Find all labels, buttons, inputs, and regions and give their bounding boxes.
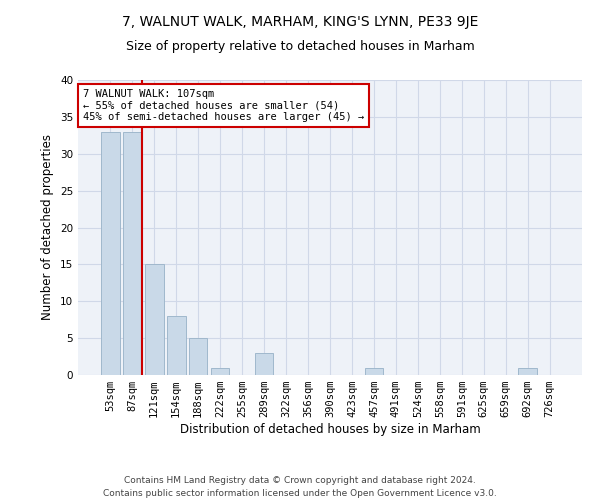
Bar	[211, 368, 229, 375]
Text: Contains HM Land Registry data © Crown copyright and database right 2024.: Contains HM Land Registry data © Crown c…	[124, 476, 476, 485]
Text: Contains public sector information licensed under the Open Government Licence v3: Contains public sector information licen…	[103, 488, 497, 498]
Text: 7 WALNUT WALK: 107sqm
← 55% of detached houses are smaller (54)
45% of semi-deta: 7 WALNUT WALK: 107sqm ← 55% of detached …	[83, 89, 364, 122]
Text: 7, WALNUT WALK, MARHAM, KING'S LYNN, PE33 9JE: 7, WALNUT WALK, MARHAM, KING'S LYNN, PE3…	[122, 15, 478, 29]
Text: Size of property relative to detached houses in Marham: Size of property relative to detached ho…	[125, 40, 475, 53]
Bar	[145, 264, 164, 375]
Bar	[518, 368, 537, 375]
Bar	[255, 353, 274, 375]
X-axis label: Distribution of detached houses by size in Marham: Distribution of detached houses by size …	[179, 423, 481, 436]
Y-axis label: Number of detached properties: Number of detached properties	[41, 134, 55, 320]
Bar	[167, 316, 185, 375]
Bar	[189, 338, 208, 375]
Bar	[365, 368, 383, 375]
Bar	[101, 132, 119, 375]
Bar	[123, 132, 142, 375]
